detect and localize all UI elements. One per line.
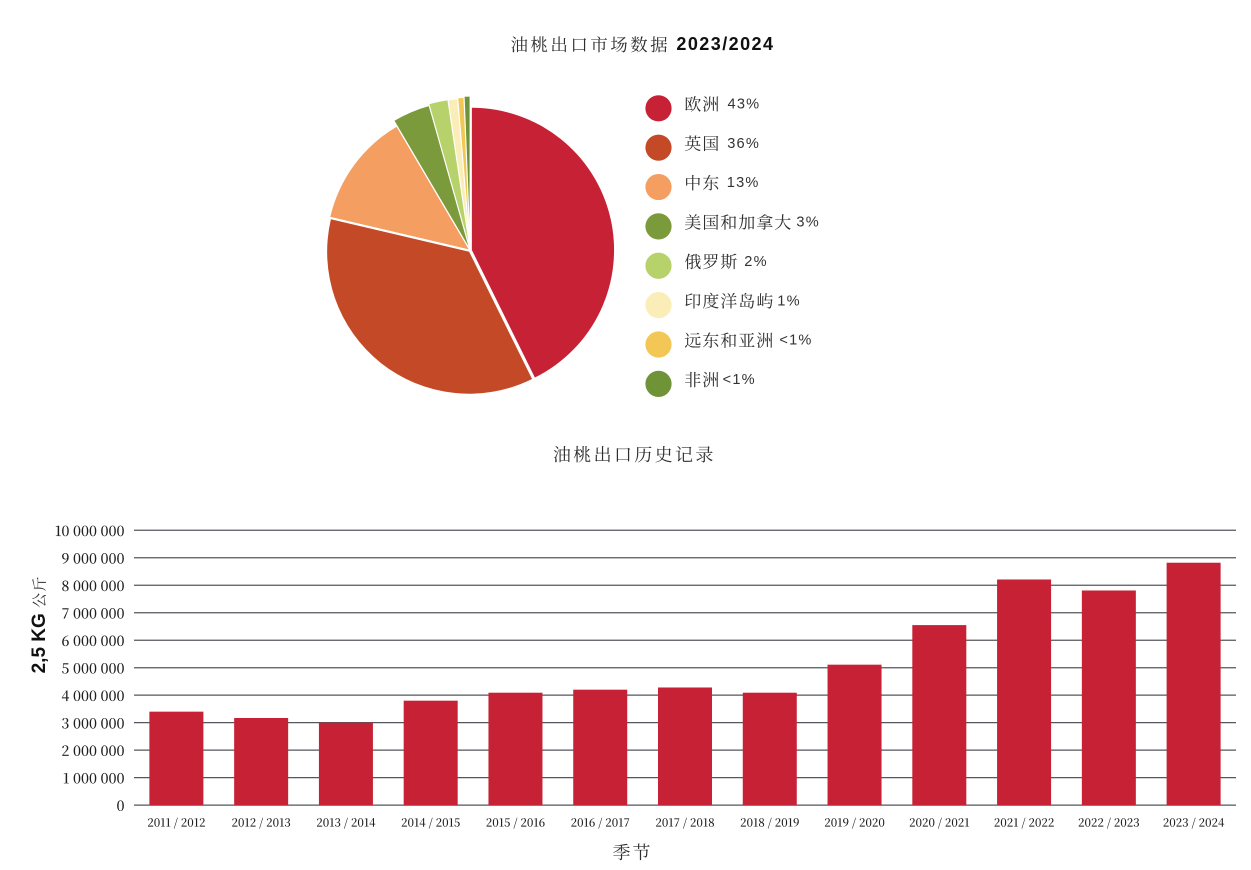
svg-text:2,5 KG: 2,5 KG — [29, 613, 50, 673]
svg-text:2%: 2% — [744, 254, 768, 270]
svg-text:36%: 36% — [727, 136, 760, 152]
svg-text:3%: 3% — [796, 215, 820, 231]
svg-text:2023/2024: 2023/2024 — [676, 34, 774, 54]
svg-text:43%: 43% — [728, 97, 761, 113]
svg-text:1%: 1% — [777, 293, 801, 309]
svg-text:<1%: <1% — [779, 333, 812, 349]
svg-text:<1%: <1% — [723, 372, 756, 388]
svg-text:13%: 13% — [727, 175, 760, 191]
